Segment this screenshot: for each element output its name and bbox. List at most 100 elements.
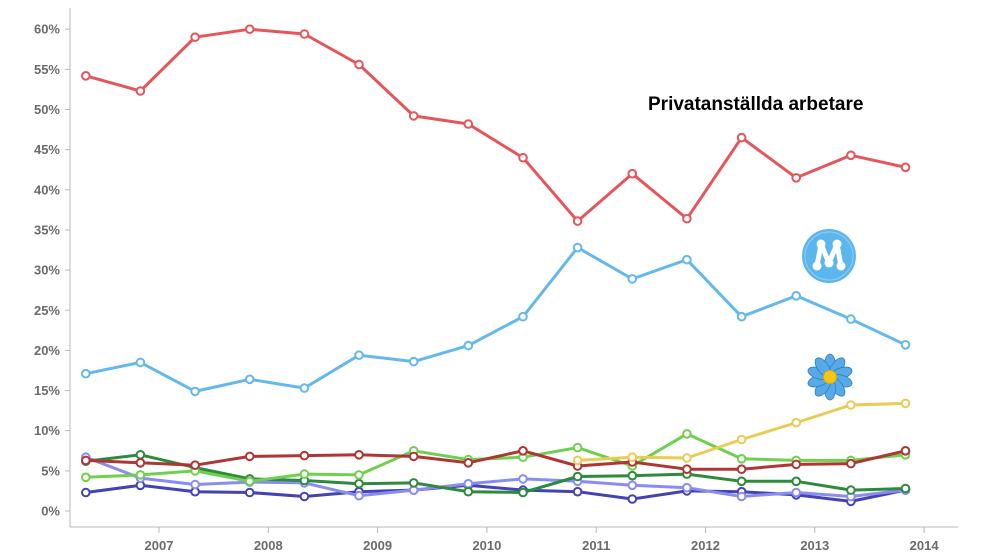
data-point xyxy=(299,450,310,461)
series-line xyxy=(85,455,906,498)
data-point xyxy=(572,471,583,482)
data-point xyxy=(627,494,638,504)
annotation-label: Privatanställda arbetare xyxy=(648,94,863,115)
data-point xyxy=(135,450,146,460)
data-point xyxy=(463,486,474,497)
data-point xyxy=(299,469,310,479)
data-point xyxy=(244,24,255,35)
x-axis-ticks: 2007 2008 2009 2010 2011 2012 2013 2014 xyxy=(145,527,939,553)
data-point xyxy=(572,216,583,226)
data-point xyxy=(682,464,692,475)
data-point xyxy=(791,487,802,498)
series-line xyxy=(85,449,906,471)
y-tick-label: 5% xyxy=(41,463,60,478)
data-point xyxy=(627,452,638,463)
data-point xyxy=(135,458,146,468)
data-point xyxy=(354,59,364,70)
data-point xyxy=(736,434,747,445)
data-point xyxy=(518,446,528,456)
data-point xyxy=(572,442,583,453)
axes xyxy=(69,8,958,528)
data-point xyxy=(736,132,747,143)
data-point xyxy=(572,455,583,466)
y-tick-label: 40% xyxy=(34,182,60,197)
data-point xyxy=(244,374,255,385)
data-point xyxy=(900,340,911,350)
data-point xyxy=(736,476,747,487)
data-point xyxy=(81,472,91,483)
data-point xyxy=(791,291,802,301)
data-point xyxy=(627,470,638,481)
data-point xyxy=(627,168,638,179)
y-axis-ticks: 0% 5% 10% 15% 20% 25% 30% 35% 40% 45% 50% 55% 60% xyxy=(34,22,70,519)
data-point xyxy=(846,400,856,410)
data-point xyxy=(354,350,364,361)
data-point xyxy=(299,383,310,393)
y-tick-label: 60% xyxy=(34,22,60,37)
series-line xyxy=(85,27,906,223)
data-point xyxy=(190,386,200,397)
data-point xyxy=(900,398,911,409)
y-tick-label: 0% xyxy=(41,504,60,519)
series-line xyxy=(85,246,907,393)
x-tick-label: 2009 xyxy=(363,538,392,553)
data-point xyxy=(463,119,474,129)
series-2 xyxy=(81,242,911,397)
y-tick-label: 45% xyxy=(34,142,60,157)
series-1 xyxy=(81,24,911,226)
series-layer xyxy=(81,24,911,507)
data-point xyxy=(627,274,638,284)
data-point xyxy=(135,357,146,368)
data-point xyxy=(791,459,802,470)
data-point xyxy=(408,478,419,488)
data-point xyxy=(791,173,802,183)
data-point xyxy=(354,478,364,489)
data-point xyxy=(354,490,364,501)
data-point xyxy=(846,150,856,161)
data-point xyxy=(682,453,692,463)
series-line xyxy=(85,453,906,494)
y-tick-label: 35% xyxy=(34,222,60,237)
data-point xyxy=(408,356,419,367)
x-tick-label: 2012 xyxy=(691,538,720,553)
data-point xyxy=(682,254,692,265)
data-point xyxy=(518,152,528,163)
y-tick-label: 30% xyxy=(34,263,60,278)
x-tick-label: 2010 xyxy=(472,538,501,553)
data-point xyxy=(135,86,146,96)
data-point xyxy=(354,450,364,460)
data-point xyxy=(682,213,692,224)
data-point xyxy=(408,111,419,121)
data-point xyxy=(682,482,692,493)
data-point xyxy=(736,491,747,502)
data-point xyxy=(900,446,911,456)
data-point xyxy=(354,470,364,480)
data-point xyxy=(299,29,310,39)
data-point xyxy=(900,162,911,173)
data-point xyxy=(135,470,146,480)
data-point xyxy=(736,311,747,322)
x-tick-label: 2007 xyxy=(145,538,174,553)
sd-flower-icon xyxy=(807,353,853,401)
data-point xyxy=(572,242,583,253)
data-point xyxy=(791,476,802,487)
data-point xyxy=(190,479,200,490)
data-point xyxy=(791,417,802,428)
data-point xyxy=(682,429,692,439)
y-tick-label: 10% xyxy=(34,423,60,438)
y-tick-label: 20% xyxy=(34,343,60,358)
data-point xyxy=(81,71,91,81)
data-point xyxy=(244,451,255,462)
data-point xyxy=(846,314,856,324)
y-tick-label: 15% xyxy=(34,383,60,398)
data-point xyxy=(190,460,200,471)
x-tick-label: 2011 xyxy=(582,538,610,553)
data-point xyxy=(518,311,528,322)
x-tick-label: 2008 xyxy=(254,538,283,553)
data-point xyxy=(572,486,583,497)
data-point xyxy=(736,454,747,464)
data-point xyxy=(846,485,856,495)
series-3 xyxy=(572,398,911,466)
series-line xyxy=(85,432,906,483)
